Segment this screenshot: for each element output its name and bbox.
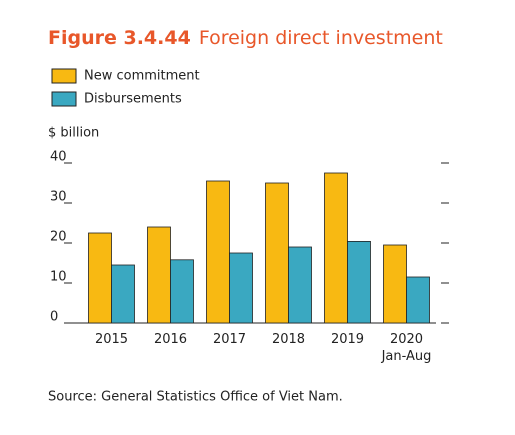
legend-swatch — [51, 91, 77, 107]
chart-title: Foreign direct investment — [199, 27, 443, 49]
y-tick-label: 30 — [50, 190, 67, 205]
x-tick-label: 2017 — [212, 332, 247, 347]
figure-label: Figure 3.4.44 — [48, 27, 191, 49]
legend-label: New commitment — [84, 69, 200, 84]
x-tick-label: 2016 — [153, 332, 188, 347]
y-tick-label: 40 — [50, 150, 67, 165]
bar — [288, 246, 312, 324]
y-tick-label: 0 — [50, 310, 58, 325]
chart-title-line: Figure 3.4.44 Foreign direct investment — [48, 27, 443, 49]
bar — [229, 252, 253, 324]
legend-label: Disbursements — [84, 92, 182, 107]
bar — [324, 172, 348, 324]
bar — [406, 276, 430, 324]
bar — [347, 240, 371, 324]
x-tick-label: 2015 — [94, 332, 129, 347]
x-tick-label: 2018 — [271, 332, 306, 347]
x-tick-label: 2020 Jan-Aug — [381, 332, 432, 364]
bar — [170, 259, 194, 324]
y-axis-label: $ billion — [48, 126, 99, 141]
bar — [383, 244, 407, 324]
y-tick-label: 20 — [50, 230, 67, 245]
legend-swatch — [51, 68, 77, 84]
x-tick-label: 2019 — [330, 332, 365, 347]
bar — [206, 180, 230, 324]
y-tick-label: 10 — [50, 270, 67, 285]
bar — [265, 182, 289, 324]
bar — [111, 264, 135, 324]
bar — [88, 232, 112, 324]
bar — [147, 226, 171, 324]
source: Source: General Statistics Office of Vie… — [48, 390, 343, 405]
